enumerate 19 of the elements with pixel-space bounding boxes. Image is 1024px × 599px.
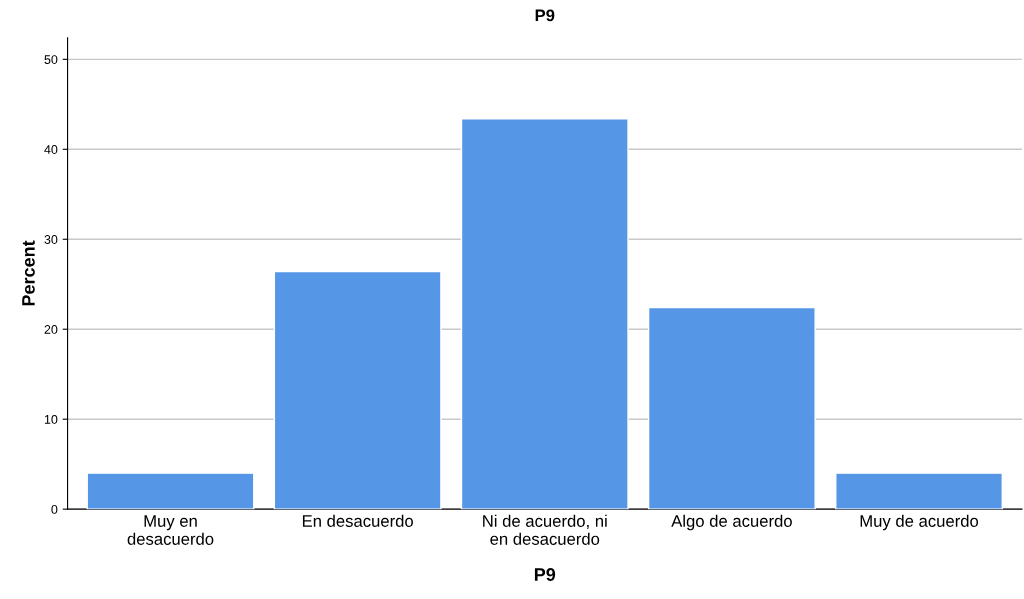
y-tick-label: 0 bbox=[51, 504, 58, 514]
bar bbox=[273, 270, 442, 510]
x-tick-label: Ni de acuerdo, ni en desacuerdo bbox=[483, 514, 607, 545]
bar bbox=[835, 472, 1003, 510]
bar bbox=[460, 118, 629, 510]
bar bbox=[647, 306, 816, 510]
x-tick-label: En desacuerdo bbox=[302, 514, 413, 527]
y-tick-label: 30 bbox=[44, 235, 58, 244]
y-axis-title: Percent bbox=[22, 240, 35, 306]
x-tick-label: Muy de acuerdo bbox=[860, 514, 979, 531]
y-tick-label: 10 bbox=[44, 414, 58, 424]
y-tick-label: 50 bbox=[44, 55, 58, 64]
x-tick-label: Algo de acuerdo bbox=[671, 514, 792, 531]
chart-title: P9 bbox=[535, 9, 555, 22]
y-tick-label: 40 bbox=[44, 145, 58, 154]
x-axis-title: P9 bbox=[534, 568, 556, 581]
x-tick-label: Muy en desacuerdo bbox=[127, 515, 214, 545]
y-tick-label: 20 bbox=[44, 325, 58, 334]
bar bbox=[86, 472, 255, 510]
